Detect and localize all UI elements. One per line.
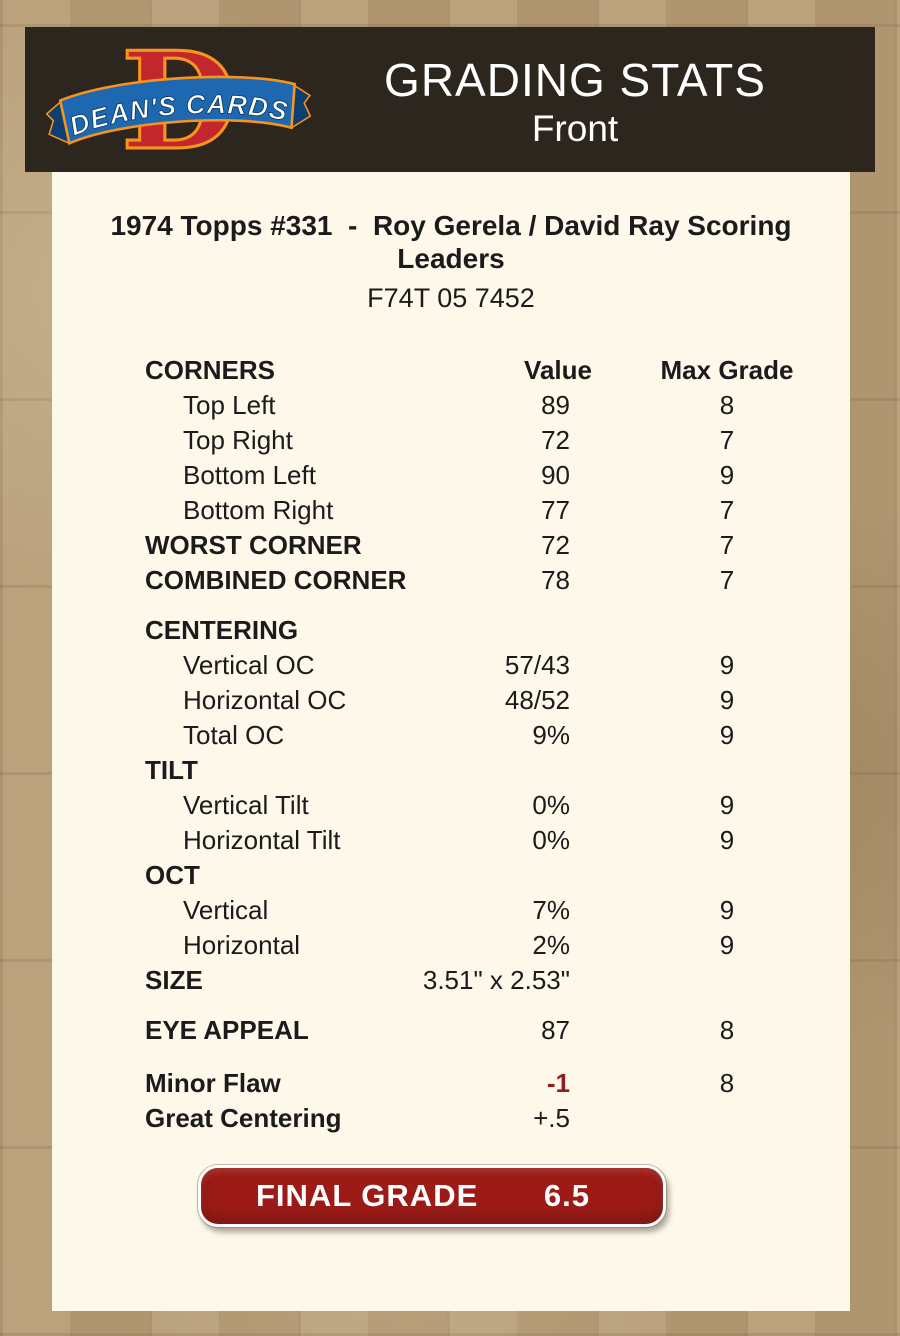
- table-row-vertical-tilt: Vertical Tilt 0% 9: [52, 787, 850, 822]
- deans-cards-logo-graphic: D DEAN'S CARDS: [45, 20, 312, 181]
- section-label: CENTERING: [145, 615, 299, 645]
- row-label: COMBINED CORNER: [145, 565, 407, 595]
- table-row-vertical-oc: Vertical OC 57/43 9: [52, 647, 850, 682]
- grading-report-panel: 1974 Topps #331 - Roy Gerela / David Ray…: [52, 172, 850, 1311]
- row-value: 72: [541, 425, 570, 455]
- header-bar: D DEAN'S CARDS GRADING STATS Front: [25, 20, 875, 181]
- final-grade-value: 6.5: [543, 1178, 590, 1213]
- row-max-grade: 8: [719, 1068, 735, 1098]
- row-label: WORST CORNER: [145, 530, 362, 560]
- row-value: 3.51" x 2.53": [422, 965, 570, 995]
- row-value: 77: [541, 495, 570, 525]
- row-value-flaw: -1: [546, 1068, 570, 1098]
- row-label: Top Right: [183, 425, 293, 455]
- table-row-horizontal-oc: Horizontal OC 48/52 9: [52, 682, 850, 717]
- table-row-total-oc: Total OC 9% 9: [52, 717, 850, 752]
- row-max-grade: 7: [719, 565, 735, 595]
- row-max-grade: 9: [719, 650, 735, 680]
- row-max-grade: 8: [719, 1015, 735, 1045]
- table-row-minor-flaw: Minor Flaw -1 8: [52, 1065, 850, 1100]
- row-label: Great Centering: [145, 1103, 342, 1133]
- row-value: 78: [541, 565, 570, 595]
- table-row-horizontal-tilt: Horizontal Tilt 0% 9: [52, 822, 850, 857]
- row-label: Minor Flaw: [145, 1068, 281, 1098]
- row-max-grade: 8: [719, 390, 735, 420]
- table-row-bottom-left: Bottom Left 90 9: [52, 457, 850, 492]
- row-value: 0%: [532, 790, 570, 820]
- row-value: 0%: [532, 825, 570, 855]
- row-label: SIZE: [145, 965, 203, 995]
- row-value: 7%: [532, 895, 570, 925]
- row-label: Horizontal: [183, 930, 301, 960]
- page-subtitle: Front: [531, 108, 619, 149]
- header-titles: GRADING STATS Front: [315, 27, 835, 172]
- table-row-oct-horizontal: Horizontal 2% 9: [52, 927, 850, 962]
- row-label: Top Left: [183, 390, 276, 420]
- table-row-worst-corner: WORST CORNER 72 7: [52, 527, 850, 562]
- table-row-eye-appeal: EYE APPEAL 87 8: [52, 1012, 850, 1047]
- table-row-top-right: Top Right 72 7: [52, 422, 850, 457]
- grading-table: CORNERS Value Max Grade Top Left 89 8 To…: [52, 352, 850, 1135]
- row-value: 90: [541, 460, 570, 490]
- ribbon-banner-icon: [58, 75, 297, 146]
- section-label: TILT: [145, 755, 198, 785]
- row-value: 72: [541, 530, 570, 560]
- card-title: 1974 Topps #331 - Roy Gerela / David Ray…: [110, 210, 800, 274]
- row-value: 87: [541, 1015, 570, 1045]
- table-row-combined-corner: COMBINED CORNER 78 7: [52, 562, 850, 597]
- row-label: Horizontal OC: [183, 685, 347, 715]
- row-max-grade: 9: [719, 930, 735, 960]
- row-max-grade: 7: [719, 425, 735, 455]
- table-row-bottom-right: Bottom Right 77 7: [52, 492, 850, 527]
- table-header-row: CORNERS Value Max Grade: [52, 352, 850, 387]
- row-label: Vertical Tilt: [183, 790, 309, 820]
- row-value: 9%: [532, 720, 570, 750]
- page-title: GRADING STATS: [384, 54, 766, 106]
- row-max-grade: 9: [719, 790, 735, 820]
- table-row-top-left: Top Left 89 8: [52, 387, 850, 422]
- row-label: Vertical: [183, 895, 269, 925]
- row-label: Vertical OC: [183, 650, 315, 680]
- row-max-grade: 7: [719, 495, 735, 525]
- section-row-oct: OCT: [52, 857, 850, 892]
- final-grade-badge: FINAL GRADE 6.5: [198, 1165, 666, 1227]
- row-label: Total OC: [183, 720, 285, 750]
- row-max-grade: 9: [719, 460, 735, 490]
- row-label: Horizontal Tilt: [183, 825, 341, 855]
- row-value: 48/52: [504, 685, 570, 715]
- section-row-tilt: TILT: [52, 752, 850, 787]
- table-row-size: SIZE 3.51" x 2.53": [52, 962, 850, 997]
- row-label: EYE APPEAL: [145, 1015, 309, 1045]
- table-row-great-centering: Great Centering +.5: [52, 1100, 850, 1135]
- row-label: Bottom Left: [183, 460, 316, 490]
- row-max-grade: 9: [719, 825, 735, 855]
- column-header-max-grade: Max Grade: [660, 355, 794, 385]
- row-value: 89: [541, 390, 570, 420]
- row-value: 57/43: [504, 650, 570, 680]
- row-value: 2%: [532, 930, 570, 960]
- section-label: OCT: [145, 860, 200, 890]
- card-serial-number: F74T 05 7452: [367, 283, 535, 313]
- section-row-centering: CENTERING: [52, 612, 850, 647]
- section-corners-label: CORNERS: [145, 355, 276, 385]
- row-max-grade: 7: [719, 530, 735, 560]
- row-max-grade: 9: [719, 720, 735, 750]
- deans-cards-logo: D DEAN'S CARDS: [45, 20, 313, 181]
- row-max-grade: 9: [719, 685, 735, 715]
- row-label: Bottom Right: [183, 495, 334, 525]
- table-row-oct-vertical: Vertical 7% 9: [52, 892, 850, 927]
- column-header-value: Value: [524, 355, 592, 385]
- row-max-grade: 9: [719, 895, 735, 925]
- row-value: +.5: [533, 1103, 570, 1133]
- final-grade-label: FINAL GRADE: [256, 1178, 479, 1213]
